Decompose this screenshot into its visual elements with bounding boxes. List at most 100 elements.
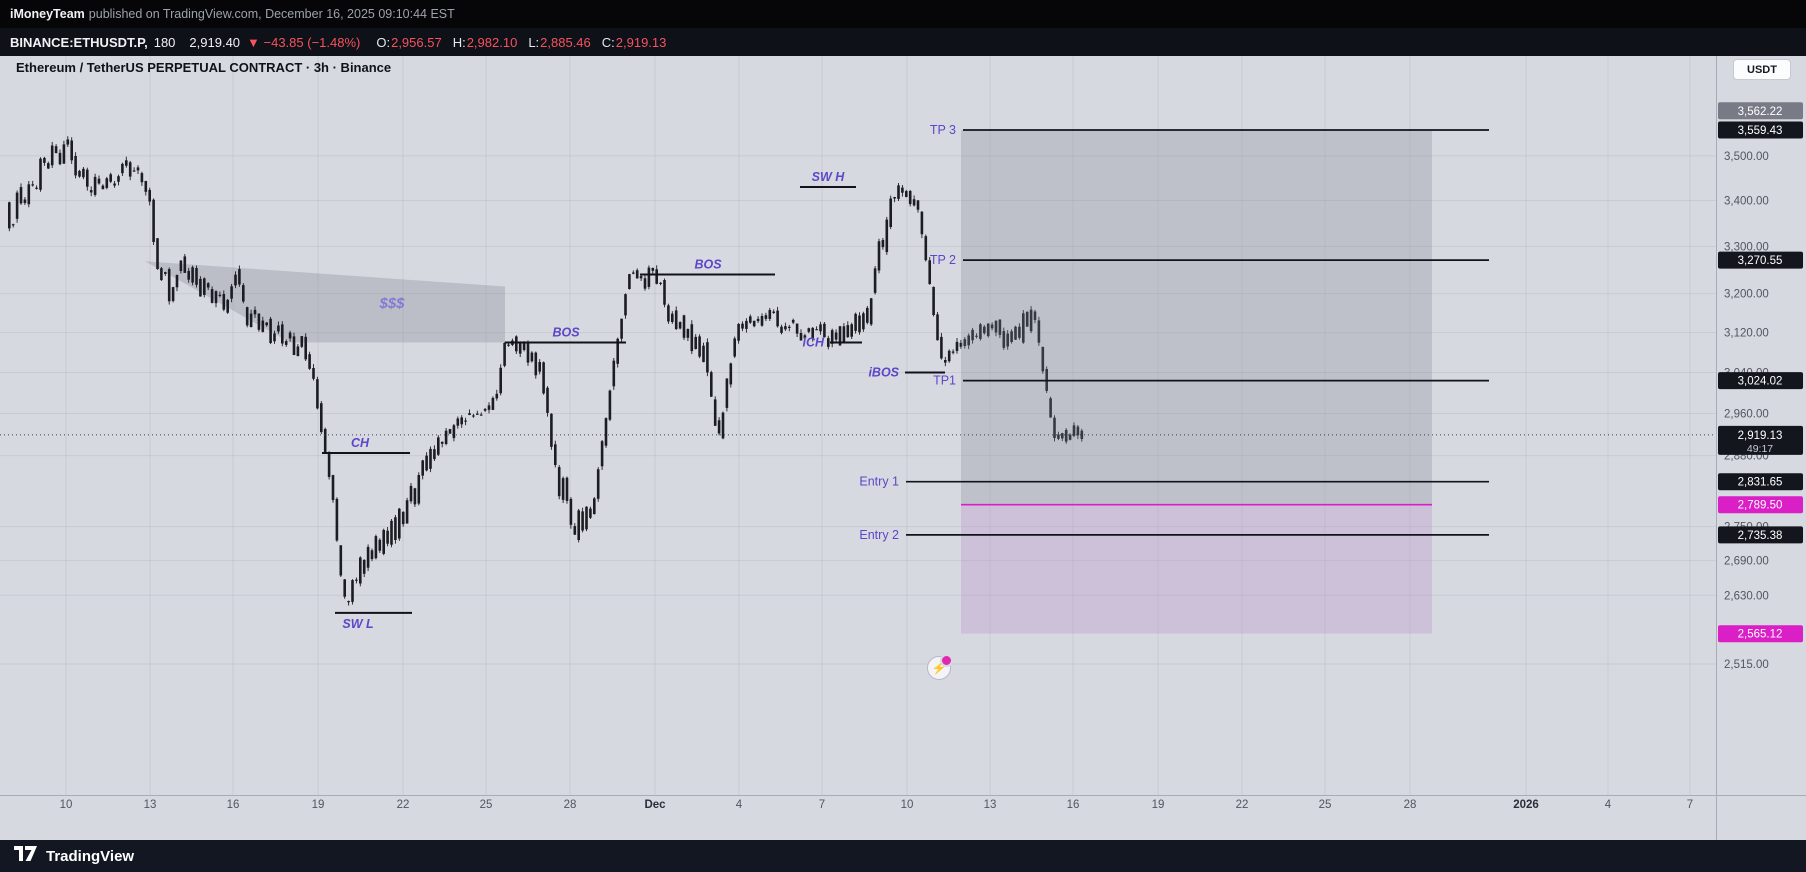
ohlc-value: 2,982.10 <box>466 34 518 50</box>
x-axis-label: 19 <box>1152 799 1165 811</box>
price-badge <box>1718 121 1803 139</box>
badge-price: 2,919.13 <box>1738 430 1783 442</box>
structure-label: SW H <box>812 170 846 184</box>
price-badge <box>1718 625 1803 643</box>
ohlc-value: 2,919.13 <box>615 34 667 50</box>
badge-price: 2,565.12 <box>1738 629 1783 641</box>
structure-annotations: CH SW L BOS BOS SW H iCH iBOS <box>322 170 945 631</box>
tradingview-logo-icon[interactable] <box>14 846 38 866</box>
price-badge <box>1718 102 1803 120</box>
badge-price: 3,024.02 <box>1738 376 1783 388</box>
author-name: iMoneyTeam <box>10 7 85 21</box>
x-axis-label: 10 <box>901 799 914 811</box>
x-axis-label: 4 <box>1605 799 1612 811</box>
tradingview-brand[interactable]: TradingView <box>46 847 135 865</box>
y-axis-label: 3,120.00 <box>1724 328 1769 340</box>
pink-dot-icon <box>940 654 953 667</box>
ohlc-pair: L: 2,885.46 <box>528 35 590 50</box>
ohlc-value: 2,885.46 <box>540 34 591 50</box>
symbol-bar: BINANCE:ETHUSDT.P, 180 2,919.40 ▼ −43.85… <box>0 28 1806 56</box>
x-axis-label: 10 <box>60 799 73 811</box>
ohlc-pair: C: 2,919.13 <box>602 35 667 50</box>
footer-bar: TradingView <box>0 840 1806 872</box>
level-label: TP 3 <box>930 123 956 137</box>
level-label: TP 2 <box>930 253 956 267</box>
ohlc-pair: H: 2,982.10 <box>453 35 518 50</box>
last-price: 2,919.40 <box>189 34 241 50</box>
x-axis-label: 7 <box>1687 799 1693 811</box>
ohlc-label: O: <box>376 34 391 50</box>
ohlc-label: C: <box>601 34 615 50</box>
badge-price: 2,735.38 <box>1738 530 1783 542</box>
y-axis-label: 3,200.00 <box>1724 289 1769 301</box>
structure-label: SW L <box>342 617 373 631</box>
y-axis-label: 2,515.00 <box>1724 659 1769 671</box>
price-badges: 3,562.22 3,559.43 3,270.55 3,024.02 2,919.13… <box>1718 102 1803 643</box>
x-axis-label: 22 <box>397 799 410 811</box>
y-axis-label: 3,300.00 <box>1724 241 1769 253</box>
publish-info: published on TradingView.com, December 1… <box>88 7 455 21</box>
structure-label: CH <box>351 436 370 450</box>
y-axis-label: 2,960.00 <box>1724 409 1769 421</box>
y-axis-label: 3,400.00 <box>1724 195 1769 207</box>
x-axis-label: 19 <box>312 799 325 811</box>
x-axis-label: 28 <box>1404 799 1417 811</box>
time-axis[interactable]: 10 13 16 19 22 25 28 Dec 4 7 10 13 16 19 22 25 28 2026 4 7 <box>0 56 1806 840</box>
chart-region[interactable]: $$$ TP 3 TP 2 TP1 Entry 1 Entry 2 CH SW L BOS BOS… <box>0 56 1806 840</box>
x-axis-label: 25 <box>1319 799 1332 811</box>
price-badge <box>1718 496 1803 514</box>
y-axis-label: 2,690.00 <box>1724 556 1769 568</box>
structure-label: BOS <box>552 325 580 339</box>
position-zones <box>961 130 1432 634</box>
y-axis-label: 2,630.00 <box>1724 590 1769 602</box>
chart-canvas[interactable]: $$$ TP 3 TP 2 TP1 Entry 1 Entry 2 CH SW L BOS BOS… <box>0 56 1806 840</box>
x-axis-label: 28 <box>564 799 577 811</box>
supply-zone: $$$ <box>145 261 505 343</box>
x-axis-label: 13 <box>984 799 997 811</box>
structure-label: iBOS <box>868 366 899 380</box>
price-change: ▼ −43.85 (−1.48%) <box>247 34 361 50</box>
candles-layer[interactable] <box>8 136 1084 606</box>
x-axis-label: 22 <box>1236 799 1249 811</box>
ohlc-values: O: 2,956.57 H: 2,982.10 L: 2,885.46 C: 2,919.13 <box>376 35 666 50</box>
badge-price: 3,270.55 <box>1738 255 1783 267</box>
x-axis-label: 16 <box>1067 799 1080 811</box>
grid-layer <box>0 56 1716 795</box>
x-axis-label: 7 <box>819 799 825 811</box>
x-axis-label: 2026 <box>1513 799 1539 811</box>
badge-price: 3,562.22 <box>1738 106 1783 118</box>
current-price-badge <box>1718 425 1803 455</box>
meta-bar: iMoneyTeam published on TradingView.com,… <box>0 0 1806 28</box>
chart-title: Ethereum / TetherUS PERPETUAL CONTRACT ·… <box>16 60 392 75</box>
badge-price: 3,559.43 <box>1738 125 1783 137</box>
price-badge <box>1718 526 1803 544</box>
price-scale[interactable]: 3,500.00 3,400.00 3,300.00 3,200.00 3,120.00… <box>1724 151 1769 671</box>
x-axis-label: 4 <box>736 799 743 811</box>
x-axis-label: 16 <box>227 799 240 811</box>
symbol-name[interactable]: BINANCE:ETHUSDT.P, <box>10 34 148 50</box>
level-label: Entry 2 <box>859 528 899 542</box>
price-badge <box>1718 372 1803 390</box>
x-axis-label: Dec <box>644 799 666 811</box>
structure-label: iCH <box>802 335 825 349</box>
ohlc-label: H: <box>452 34 466 50</box>
x-axis-label: 25 <box>480 799 493 811</box>
x-axis-label: 13 <box>144 799 157 811</box>
price-badge <box>1718 251 1803 269</box>
trade-levels: TP 3 TP 2 TP1 Entry 1 Entry 2 <box>859 123 1489 542</box>
ohlc-pair: O: 2,956.57 <box>376 35 441 50</box>
currency-toggle-button[interactable]: USDT <box>1733 59 1791 80</box>
ohlc-value: 2,956.57 <box>391 34 442 50</box>
bar-countdown: 49:17 <box>1747 443 1773 455</box>
lightning-reaction-icon: ⚡ <box>927 654 953 680</box>
level-label: TP1 <box>933 374 956 388</box>
interval-value[interactable]: 180 <box>153 34 176 50</box>
level-label: Entry 1 <box>859 475 899 489</box>
price-badge <box>1718 473 1803 491</box>
ohlc-label: L: <box>528 34 540 50</box>
supply-zone-label: $$$ <box>378 295 405 312</box>
structure-label: BOS <box>694 258 722 272</box>
badge-price: 2,789.50 <box>1738 500 1783 512</box>
y-axis-label: 3,500.00 <box>1724 151 1769 163</box>
